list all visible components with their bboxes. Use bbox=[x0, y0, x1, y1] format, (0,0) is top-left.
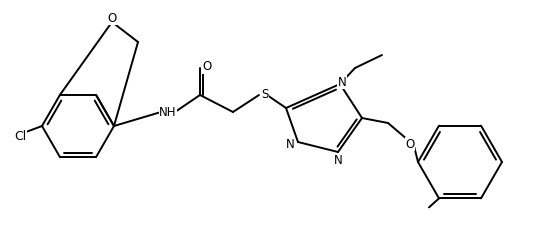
Text: Cl: Cl bbox=[14, 130, 26, 142]
Text: N: N bbox=[334, 155, 342, 167]
Text: N: N bbox=[337, 76, 346, 88]
Text: O: O bbox=[107, 11, 117, 25]
Text: N: N bbox=[286, 137, 294, 150]
Text: O: O bbox=[406, 137, 415, 150]
Text: O: O bbox=[203, 60, 212, 74]
Text: S: S bbox=[261, 88, 269, 101]
Text: NH: NH bbox=[159, 106, 177, 118]
